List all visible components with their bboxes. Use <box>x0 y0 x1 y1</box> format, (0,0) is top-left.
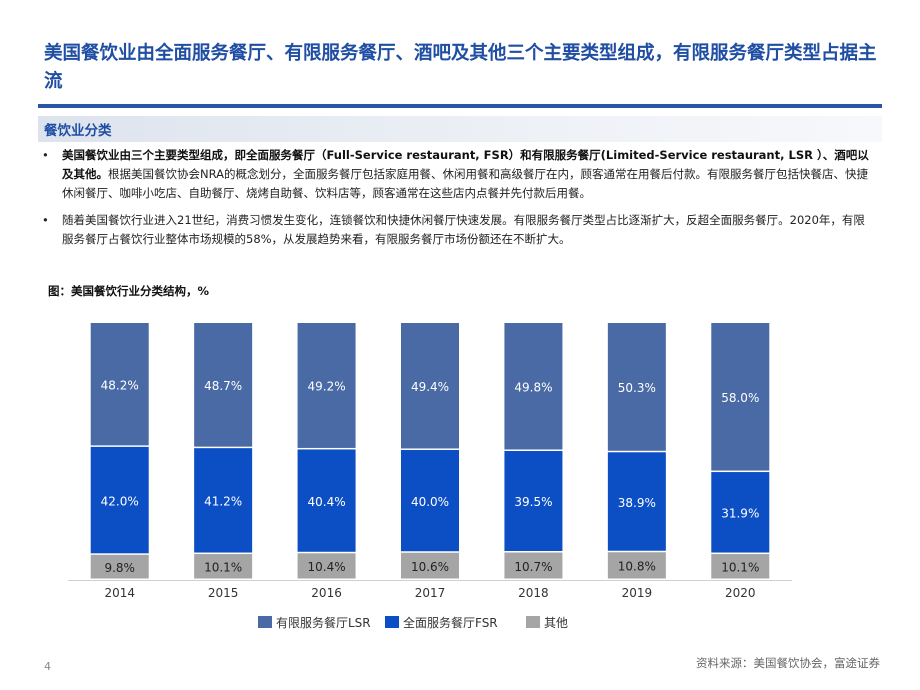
bar-segment <box>401 552 459 579</box>
bar-segment <box>711 323 770 471</box>
bar-segment <box>711 472 770 553</box>
figure-caption: 图：美国餐饮行业分类结构，% <box>48 284 210 298</box>
x-tick-label: 2020 <box>725 586 756 600</box>
data-label: 41.2% <box>204 495 242 509</box>
data-label: 39.5% <box>514 495 552 509</box>
bullet-bold-text: 美国餐饮业由三个主要类型组成，即全面服务餐厅（Full-Service rest… <box>62 148 869 181</box>
data-label: 10.7% <box>514 560 552 574</box>
bar-segment <box>607 452 666 551</box>
bar-segment <box>504 552 563 579</box>
data-label: 38.9% <box>618 496 656 510</box>
bar-segment <box>194 323 253 447</box>
data-label: 49.8% <box>514 380 552 394</box>
page-number: 4 <box>44 660 51 673</box>
x-tick-label: 2016 <box>311 586 342 600</box>
bar-segment <box>297 323 356 448</box>
bar-segment <box>194 554 253 579</box>
bullet-list: • 美国餐饮业由三个主要类型组成，即全面服务餐厅（Full-Service re… <box>40 146 872 257</box>
data-label: 42.0% <box>101 494 139 508</box>
legend-label: 其他 <box>544 616 568 630</box>
bullet-body-text: 随着美国餐饮行业进入21世纪，消费习惯发生变化，连锁餐饮和快捷休闲餐厅快速发展。… <box>62 213 865 246</box>
x-tick-label: 2014 <box>104 586 135 600</box>
bar-segment <box>401 449 459 552</box>
bullet-item: • 美国餐饮业由三个主要类型组成，即全面服务餐厅（Full-Service re… <box>40 146 872 203</box>
bar-segment <box>607 552 666 579</box>
legend-swatch <box>526 616 540 628</box>
bar-segment <box>194 448 253 553</box>
legend-swatch <box>258 616 272 628</box>
source-note: 资料来源：美国餐饮协会，富途证券 <box>696 656 880 670</box>
x-tick-label: 2018 <box>518 586 549 600</box>
bar-segment <box>504 450 563 552</box>
title-divider <box>38 104 882 108</box>
data-label: 31.9% <box>721 507 759 521</box>
bar-segment <box>90 323 149 446</box>
data-label: 40.4% <box>308 495 346 509</box>
x-tick-label: 2015 <box>208 586 239 600</box>
data-label: 40.0% <box>411 495 449 509</box>
bullet-marker: • <box>42 213 49 227</box>
bullet-text: 美国餐饮业由三个主要类型组成，即全面服务餐厅（Full-Service rest… <box>62 146 872 203</box>
data-label: 10.6% <box>411 560 449 574</box>
bar-segment <box>711 554 770 579</box>
data-label: 9.8% <box>104 561 135 575</box>
bar-segment <box>90 554 149 579</box>
data-label: 58.0% <box>721 391 759 405</box>
data-label: 49.2% <box>308 380 346 394</box>
bar-segment <box>607 323 666 451</box>
data-label: 10.8% <box>618 560 656 574</box>
legend-label: 全面服务餐厅FSR <box>403 615 498 630</box>
bullet-body-text: 根据美国餐饮协会NRA的概念划分，全面服务餐厅包括家庭用餐、休闲用餐和高级餐厅在… <box>62 167 868 200</box>
legend-label: 有限服务餐厅LSR <box>276 615 371 630</box>
bullet-item: • 随着美国餐饮行业进入21世纪，消费习惯发生变化，连锁餐饮和快捷休闲餐厅快速发… <box>40 211 872 249</box>
legend-swatch <box>385 616 399 628</box>
x-tick-label: 2017 <box>415 586 446 600</box>
data-label: 50.3% <box>618 381 656 395</box>
x-tick-label: 2019 <box>622 586 653 600</box>
bar-segment <box>504 323 563 450</box>
bar-segment <box>297 449 356 552</box>
section-label: 餐饮业分类 <box>44 123 112 139</box>
page-title: 美国餐饮业由全面服务餐厅、有限服务餐厅、酒吧及其他三个主要类型组成，有限服务餐厅… <box>44 43 877 92</box>
data-label: 49.4% <box>411 380 449 394</box>
bullet-marker: • <box>42 148 49 162</box>
data-label: 48.2% <box>101 378 139 392</box>
data-label: 10.1% <box>721 561 759 575</box>
data-label: 48.7% <box>204 379 242 393</box>
bar-segment <box>297 553 356 579</box>
data-label: 10.4% <box>308 560 346 574</box>
bar-segment <box>401 323 459 449</box>
section-header-bar <box>38 116 882 142</box>
data-label: 10.1% <box>204 561 242 575</box>
bar-segment <box>90 446 149 554</box>
bullet-text: 随着美国餐饮行业进入21世纪，消费习惯发生变化，连锁餐饮和快捷休闲餐厅快速发展。… <box>62 211 872 249</box>
